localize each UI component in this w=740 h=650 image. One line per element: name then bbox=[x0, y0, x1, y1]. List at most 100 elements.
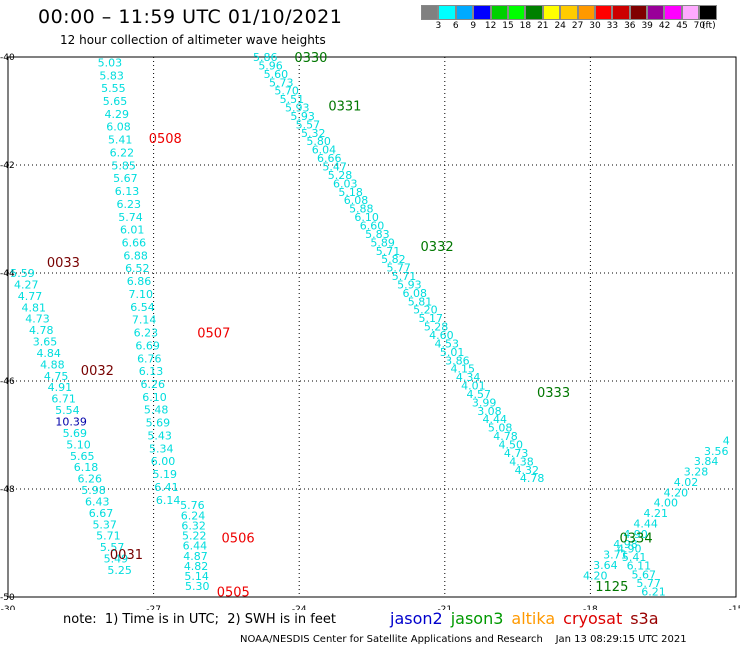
swh-value: 5.83 bbox=[99, 69, 124, 82]
x-tick-label: -27 bbox=[146, 605, 161, 610]
colorbar bbox=[421, 5, 717, 20]
colorbar-label: 27 bbox=[571, 21, 584, 31]
y-tick-label: -46 bbox=[0, 377, 15, 387]
swh-value: 3.28 bbox=[684, 466, 709, 479]
swh-value: 4.88 bbox=[40, 358, 65, 371]
swh-value: 6.08 bbox=[106, 121, 131, 134]
pass-time-label: 0033 bbox=[47, 256, 80, 271]
colorbar-cell bbox=[542, 5, 561, 20]
swh-value: 6.03 bbox=[333, 177, 358, 190]
swh-value: 6.66 bbox=[122, 237, 147, 250]
swh-value: 4.02 bbox=[674, 476, 699, 489]
colorbar-labels: 3 6 9 12 15 18 21 24 27 30 33 36 39 42 45 70 (ft) bbox=[421, 21, 731, 35]
colorbar-label: 15 bbox=[502, 21, 514, 31]
plot-frame bbox=[7, 56, 737, 598]
footer-note: note: 1) Time is in UTC; 2) SWH is in fe… bbox=[63, 612, 336, 627]
colorbar-cell bbox=[455, 5, 474, 20]
colorbar-cell bbox=[577, 5, 595, 20]
swh-value: 5.69 bbox=[63, 427, 88, 440]
swh-value: 6.24 bbox=[181, 509, 206, 522]
legend-entry: jason3 bbox=[450, 609, 504, 628]
swh-value: 4.00 bbox=[654, 497, 679, 510]
pass-time-label: 0331 bbox=[328, 100, 361, 115]
swh-value: 4.20 bbox=[664, 486, 689, 499]
swh-value: 6.04 bbox=[312, 144, 337, 157]
chart-title: 00:00 – 11:59 UTC 01/10/2021 bbox=[38, 6, 343, 28]
swh-value: 5.34 bbox=[149, 442, 174, 455]
colorbar-cell bbox=[421, 5, 439, 20]
swh-value: 5.65 bbox=[103, 95, 128, 108]
swh-value: 4.87 bbox=[183, 550, 208, 563]
swh-value: 5.89 bbox=[370, 236, 395, 249]
swh-value: 5.74 bbox=[118, 211, 143, 224]
swh-value: 6.01 bbox=[120, 224, 145, 237]
swh-value: 5.43 bbox=[147, 429, 172, 442]
swh-value: 6.23 bbox=[134, 327, 159, 340]
swh-value: 3.86 bbox=[445, 354, 470, 367]
swh-value: 3.71 bbox=[603, 549, 628, 562]
swh-value: 5.30 bbox=[185, 580, 210, 593]
swh-value: 5.77 bbox=[636, 577, 661, 590]
swh-value: 6.00 bbox=[151, 455, 176, 468]
swh-value: 4.44 bbox=[633, 517, 658, 530]
x-tick-label: -24 bbox=[292, 605, 307, 610]
swh-value: 5.22 bbox=[182, 530, 207, 543]
wave-height-chart: -30 -27 -24 -21 -18 -15 -40 -42 -44 -46 -48 -50 5.59… bbox=[0, 51, 740, 610]
swh-value: 5.17 bbox=[418, 312, 443, 325]
swh-value: 5.71 bbox=[96, 530, 121, 543]
swh-value: 4.21 bbox=[643, 507, 668, 520]
swh-value: 5.83 bbox=[365, 228, 390, 241]
swh-value: 5.98 bbox=[81, 484, 106, 497]
swh-value: 5.37 bbox=[92, 518, 117, 531]
swh-value: 6.10 bbox=[142, 391, 167, 404]
colorbar-label: 12 bbox=[484, 21, 497, 31]
swh-value: 3.99 bbox=[472, 396, 497, 409]
swh-value: 5.03 bbox=[98, 56, 123, 69]
colorbar-cell bbox=[560, 5, 578, 20]
swh-value: 5.70 bbox=[274, 85, 299, 98]
swh-value: 6.41 bbox=[154, 481, 179, 494]
swh-value: 6.88 bbox=[123, 249, 148, 262]
colorbar-label: 36 bbox=[624, 21, 636, 31]
pass-time-label: 0330 bbox=[294, 51, 327, 66]
pass-time-label: 1125 bbox=[595, 580, 628, 595]
pass-time-label: 0507 bbox=[197, 326, 230, 341]
swh-value: 5.80 bbox=[306, 135, 331, 148]
swh-value: 6.66 bbox=[317, 152, 342, 165]
swh-value: 4.78 bbox=[29, 324, 54, 337]
x-tick-label: -15 bbox=[729, 605, 740, 610]
swh-value: 5.55 bbox=[101, 82, 126, 95]
y-tick-label: -42 bbox=[0, 161, 15, 171]
colorbar-label: 9 bbox=[470, 21, 477, 31]
swh-value: 4.98 bbox=[613, 538, 638, 551]
x-tick-label: -18 bbox=[583, 605, 598, 610]
swh-value: 4 bbox=[723, 434, 730, 447]
swh-value: 5.76 bbox=[180, 499, 205, 512]
legend-entry: cryosat bbox=[563, 609, 623, 628]
swh-value: 5.93 bbox=[285, 102, 310, 115]
swh-value: 6.08 bbox=[344, 194, 369, 207]
swh-value: 5.54 bbox=[55, 404, 80, 417]
swh-value: 5.57 bbox=[296, 118, 321, 131]
swh-value: 5.96 bbox=[258, 59, 283, 72]
swh-value: 5.65 bbox=[70, 450, 95, 463]
swh-value: 5.20 bbox=[413, 304, 438, 317]
pass-time-label: 0332 bbox=[421, 240, 454, 255]
swh-value: 6.11 bbox=[627, 560, 652, 573]
colorbar-cell bbox=[525, 5, 543, 20]
swh-value: 4.50 bbox=[499, 439, 524, 452]
swh-value: 5.14 bbox=[184, 570, 209, 583]
swh-value: 6.22 bbox=[110, 146, 135, 159]
swh-value: 6.26 bbox=[78, 473, 103, 486]
colorbar-cell bbox=[629, 5, 648, 20]
swh-value: 6.69 bbox=[135, 339, 160, 352]
swh-value: 5.41 bbox=[108, 134, 133, 147]
swh-value: 5.59 bbox=[10, 267, 35, 280]
swh-value: 7.14 bbox=[132, 314, 157, 327]
swh-value: 4.44 bbox=[483, 413, 508, 426]
satellite-legend: jason2 jason3 altika cryosat s3a bbox=[390, 609, 667, 628]
swh-value: 5.18 bbox=[338, 186, 363, 199]
swh-value: 4.90 bbox=[617, 542, 642, 555]
colorbar-label: 3 bbox=[435, 21, 442, 31]
colorbar-cell bbox=[473, 5, 491, 20]
